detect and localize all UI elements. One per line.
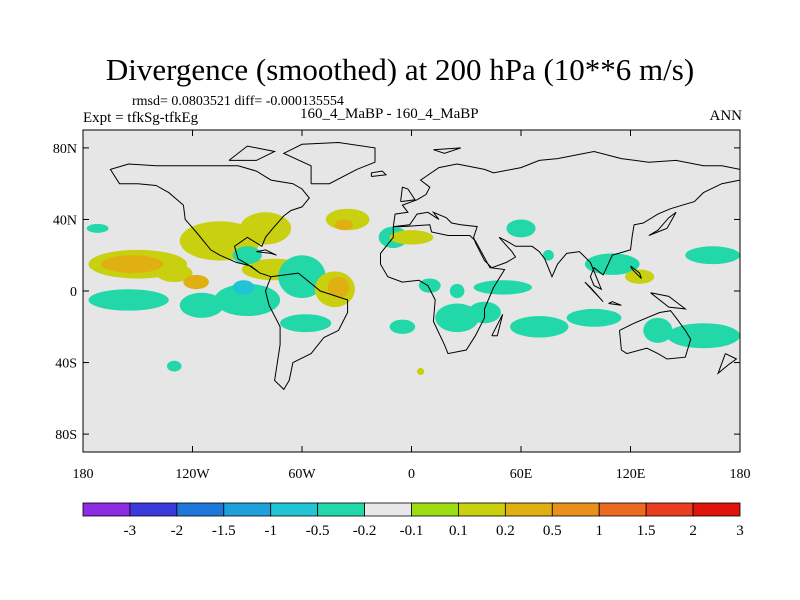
contour-region-0 <box>86 223 109 233</box>
contour-region-37 <box>416 367 425 376</box>
y-tick-label-4: 80S <box>55 428 77 443</box>
expt-label: Expt = tfkSg-tfkEg <box>83 110 199 126</box>
contour-region-3 <box>156 264 193 283</box>
colorbar-label-9: 0.5 <box>543 523 562 539</box>
x-tick-label-2: 60W <box>288 467 316 482</box>
colorbar-swatch-11 <box>598 502 647 517</box>
colorbar-swatch-0 <box>82 502 131 517</box>
colorbar-label-6: -0.1 <box>400 523 424 539</box>
colorbar-swatch-1 <box>129 502 178 517</box>
coastline-11 <box>650 292 688 310</box>
contour-region-6 <box>239 212 292 245</box>
contour-region-28 <box>506 219 536 238</box>
colorbar-swatch-10 <box>551 502 600 517</box>
colorbar-swatch-6 <box>364 502 412 517</box>
colorbar-swatch-2 <box>176 502 225 517</box>
contour-region-4 <box>183 274 209 290</box>
map-background <box>83 130 740 452</box>
coastline-16 <box>228 145 277 161</box>
coastline-7 <box>400 186 416 203</box>
contour-region-2 <box>101 255 164 274</box>
contour-region-27 <box>685 246 740 265</box>
contour-region-36 <box>166 360 182 372</box>
x-tick-label-6: 180 <box>730 467 751 482</box>
contour-region-10 <box>179 292 224 318</box>
contour-region-33 <box>643 317 673 343</box>
colorbar-label-2: -1.5 <box>212 523 236 539</box>
coastline-14 <box>370 170 388 177</box>
stats-line: rmsd= 0.0803521 diff= -0.000135554 <box>132 94 344 109</box>
coastline-13 <box>256 249 277 256</box>
y-tick-label-0: 80N <box>53 142 77 157</box>
contour-region-12 <box>232 280 255 295</box>
coastline-12 <box>716 353 738 375</box>
season-label: ANN <box>709 108 743 124</box>
colorbar-label-3: -1 <box>264 523 277 539</box>
colorbar-swatch-13 <box>692 502 741 517</box>
colorbar-label-5: -0.2 <box>353 523 377 539</box>
coastline-9 <box>584 281 604 303</box>
x-tick-label-1: 120W <box>175 467 210 482</box>
x-tick-label-3: 0 <box>408 467 415 482</box>
contour-region-32 <box>566 308 622 327</box>
coastline-10 <box>608 301 622 306</box>
colorbar-swatch-8 <box>458 502 506 517</box>
colorbar-label-8: 0.2 <box>496 523 515 539</box>
colorbar-label-13: 3 <box>736 523 744 539</box>
contour-region-16 <box>280 314 332 333</box>
colorbar-swatch-5 <box>317 502 365 517</box>
chart-title: Divergence (smoothed) at 200 hPa (10**6 … <box>105 52 695 87</box>
contour-region-18 <box>334 219 354 231</box>
contour-region-20 <box>389 230 434 245</box>
colorbar-swatch-3 <box>223 502 272 517</box>
colorbar-label-7: 0.1 <box>449 523 468 539</box>
coastline-5 <box>619 310 692 360</box>
x-tick-label-5: 120E <box>616 467 646 482</box>
contour-region-15 <box>327 276 350 299</box>
coastline-17 <box>630 265 642 279</box>
coastline-8 <box>648 211 677 236</box>
contour-region-25 <box>584 253 640 275</box>
contour-region-24 <box>542 249 554 261</box>
y-tick-label-2: 0 <box>70 285 77 300</box>
colorbar-swatch-4 <box>270 502 319 517</box>
x-tick-label-0: 180 <box>73 467 94 482</box>
colorbar-swatch-12 <box>645 502 694 517</box>
contour-region-34 <box>667 323 740 349</box>
colorbar-label-1: -2 <box>171 523 184 539</box>
y-tick-label-3: 40S <box>55 357 77 372</box>
colorbar-label-10: 1 <box>595 523 603 539</box>
contour-region-9 <box>88 289 169 311</box>
contour-region-11 <box>214 283 281 317</box>
colorbar-swatch-9 <box>504 502 553 517</box>
colorbar-label-4: -0.5 <box>306 523 330 539</box>
colorbar-label-11: 1.5 <box>637 523 656 539</box>
colorbar-label-12: 2 <box>689 523 697 539</box>
y-tick-label-1: 40N <box>53 213 77 228</box>
center-label: 160_4_MaBP - 160_4_MaBP <box>300 106 479 122</box>
coastline-3 <box>380 224 506 355</box>
contour-region-21 <box>418 278 441 293</box>
coastline-4 <box>392 150 740 291</box>
contour-region-31 <box>510 316 569 338</box>
colorbar-label-0: -3 <box>124 523 137 539</box>
coastline-15 <box>433 147 461 154</box>
x-tick-label-4: 60E <box>510 467 533 482</box>
coastline-0 <box>264 272 349 391</box>
coastline-1 <box>109 163 310 278</box>
contour-region-29 <box>435 303 480 333</box>
contour-region-23 <box>473 280 532 295</box>
colorbar-swatch-7 <box>411 502 459 517</box>
contour-region-22 <box>449 283 465 299</box>
contour-region-35 <box>389 319 416 334</box>
contour-region-13 <box>278 255 326 299</box>
coastline-6 <box>491 314 504 337</box>
coastline-2 <box>282 141 376 185</box>
